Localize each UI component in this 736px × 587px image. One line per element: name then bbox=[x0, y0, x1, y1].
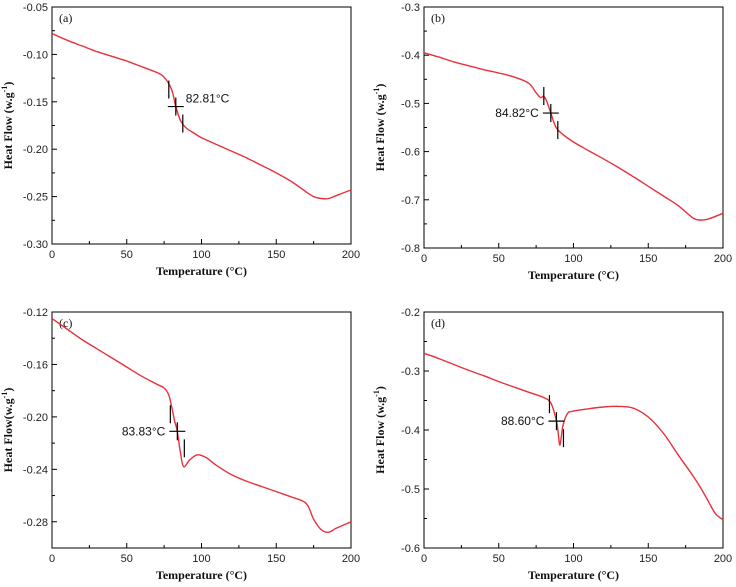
y-axis-title-end-b: ) bbox=[373, 84, 387, 88]
tg-annotation-d: 88.60°C bbox=[501, 414, 545, 428]
y-tick-label-a: -0.05 bbox=[23, 2, 48, 14]
x-tick-label-d: 50 bbox=[493, 553, 505, 565]
y-tick-label-c: -0.28 bbox=[23, 517, 48, 529]
y-tick-label-c: -0.16 bbox=[23, 359, 48, 371]
x-tick-label-a: 150 bbox=[267, 249, 285, 261]
x-tick-label-c: 0 bbox=[49, 553, 55, 565]
y-tick-label-b: -0.4 bbox=[401, 50, 420, 62]
y-tick-label-d: -0.3 bbox=[401, 366, 420, 378]
x-tick-label-b: 50 bbox=[493, 253, 505, 265]
y-axis-title-d: Heat Flow (w.g-1) bbox=[372, 386, 387, 474]
y-axis-title-main-b: Heat Flow (w.g bbox=[373, 94, 387, 171]
y-tick-label-b: -0.5 bbox=[401, 98, 420, 110]
panel-b: 0 50 100 150 200 -0.8 -0.7 -0.6 -0.5 -0.4 -0.3 Temp… bbox=[372, 2, 732, 282]
y-axis-title-b: Heat Flow (w.g-1) bbox=[372, 84, 387, 172]
x-tick-label-d: 0 bbox=[421, 553, 427, 565]
series-line-d bbox=[423, 352, 724, 521]
y-axis-title-main-d: Heat Flow (w.g bbox=[373, 397, 387, 474]
y-tick-label-c: -0.12 bbox=[23, 307, 48, 319]
panel-label-d: (d) bbox=[431, 316, 445, 330]
y-axis-title-a: Heat Flow (w.g-1) bbox=[0, 82, 15, 170]
y-tick-label-d: -0.2 bbox=[401, 307, 420, 319]
y-tick-label-a: -0.10 bbox=[23, 49, 48, 61]
plot-frame-c bbox=[51, 311, 352, 549]
y-axis-title-end-c: ) bbox=[1, 388, 15, 392]
y-tick-label-b: -0.3 bbox=[401, 2, 420, 14]
x-axis-title-d: Temperature (°C) bbox=[528, 568, 619, 582]
y-tick-label-d: -0.5 bbox=[401, 484, 420, 496]
tg-annotation-a: 82.81°C bbox=[186, 92, 230, 106]
y-tick-label-b: -0.8 bbox=[401, 243, 420, 255]
tg-annotation-c: 83.83°C bbox=[122, 424, 166, 438]
x-tick-label-c: 100 bbox=[192, 553, 210, 565]
y-tick-label-a: -0.15 bbox=[23, 97, 48, 109]
x-tick-label-a: 50 bbox=[121, 249, 133, 261]
panel-c: 0 50 100 150 200 -0.28 -0.24 -0.20 -0.16 -0.12 Tem… bbox=[0, 307, 360, 582]
x-tick-label-b: 200 bbox=[714, 253, 732, 265]
y-tick-label-b: -0.6 bbox=[401, 147, 420, 159]
y-axis-title-end-d: ) bbox=[373, 386, 387, 390]
x-tick-label-b: 150 bbox=[639, 253, 657, 265]
y-axis-title-sup-d: -1 bbox=[372, 390, 381, 397]
y-tick-label-d: -0.4 bbox=[401, 425, 420, 437]
x-tick-label-b: 100 bbox=[564, 253, 582, 265]
y-axis-title-sup-b: -1 bbox=[372, 88, 381, 95]
y-tick-label-c: -0.20 bbox=[23, 412, 48, 424]
y-axis-title-main-a: Heat Flow (w.g bbox=[1, 92, 15, 169]
panel-d: 0 50 100 150 200 -0.6 -0.5 -0.4 -0.3 -0.2 Temperat… bbox=[372, 307, 732, 582]
x-tick-label-d: 150 bbox=[639, 553, 657, 565]
x-axis-title-c: Temperature (°C) bbox=[156, 568, 247, 582]
panel-label-b: (b) bbox=[431, 11, 445, 25]
plot-frame-b bbox=[423, 6, 724, 249]
x-tick-label-d: 200 bbox=[714, 553, 732, 565]
y-tick-label-a: -0.30 bbox=[23, 239, 48, 251]
panel-a: 0 50 100 150 200 -0.30 -0.25 -0.20 -0.15 -0.10 -0.… bbox=[0, 2, 360, 278]
y-axis-title-sup-c: -1 bbox=[0, 392, 9, 399]
y-axis-title-end-a: ) bbox=[1, 82, 15, 86]
x-tick-label-a: 100 bbox=[192, 249, 210, 261]
y-tick-label-a: -0.25 bbox=[23, 192, 48, 204]
plot-frame-d bbox=[423, 311, 724, 549]
x-tick-label-c: 150 bbox=[267, 553, 285, 565]
y-tick-label-d: -0.6 bbox=[401, 543, 420, 555]
y-tick-label-a: -0.20 bbox=[23, 144, 48, 156]
x-tick-label-d: 100 bbox=[564, 553, 582, 565]
tg-annotation-b: 84.82°C bbox=[495, 106, 539, 120]
x-tick-label-b: 0 bbox=[421, 253, 427, 265]
series-line-c bbox=[51, 318, 352, 534]
y-axis-title-main-c: Heat Flow(w.g bbox=[1, 398, 15, 472]
y-tick-label-c: -0.24 bbox=[23, 464, 48, 476]
panel-label-a: (a) bbox=[59, 11, 72, 25]
series-line-b bbox=[423, 52, 724, 221]
y-tick-label-b: -0.7 bbox=[401, 195, 420, 207]
y-axis-title-c: Heat Flow(w.g-1) bbox=[0, 388, 15, 473]
series-line-a bbox=[51, 32, 352, 200]
x-axis-title-b: Temperature (°C) bbox=[528, 268, 619, 282]
plot-frame-a bbox=[51, 6, 352, 245]
x-tick-label-a: 0 bbox=[49, 249, 55, 261]
x-tick-label-c: 200 bbox=[342, 553, 360, 565]
x-tick-label-c: 50 bbox=[121, 553, 133, 565]
x-tick-label-a: 200 bbox=[342, 249, 360, 261]
x-axis-title-a: Temperature (°C) bbox=[156, 264, 247, 278]
y-axis-title-sup-a: -1 bbox=[0, 86, 9, 93]
